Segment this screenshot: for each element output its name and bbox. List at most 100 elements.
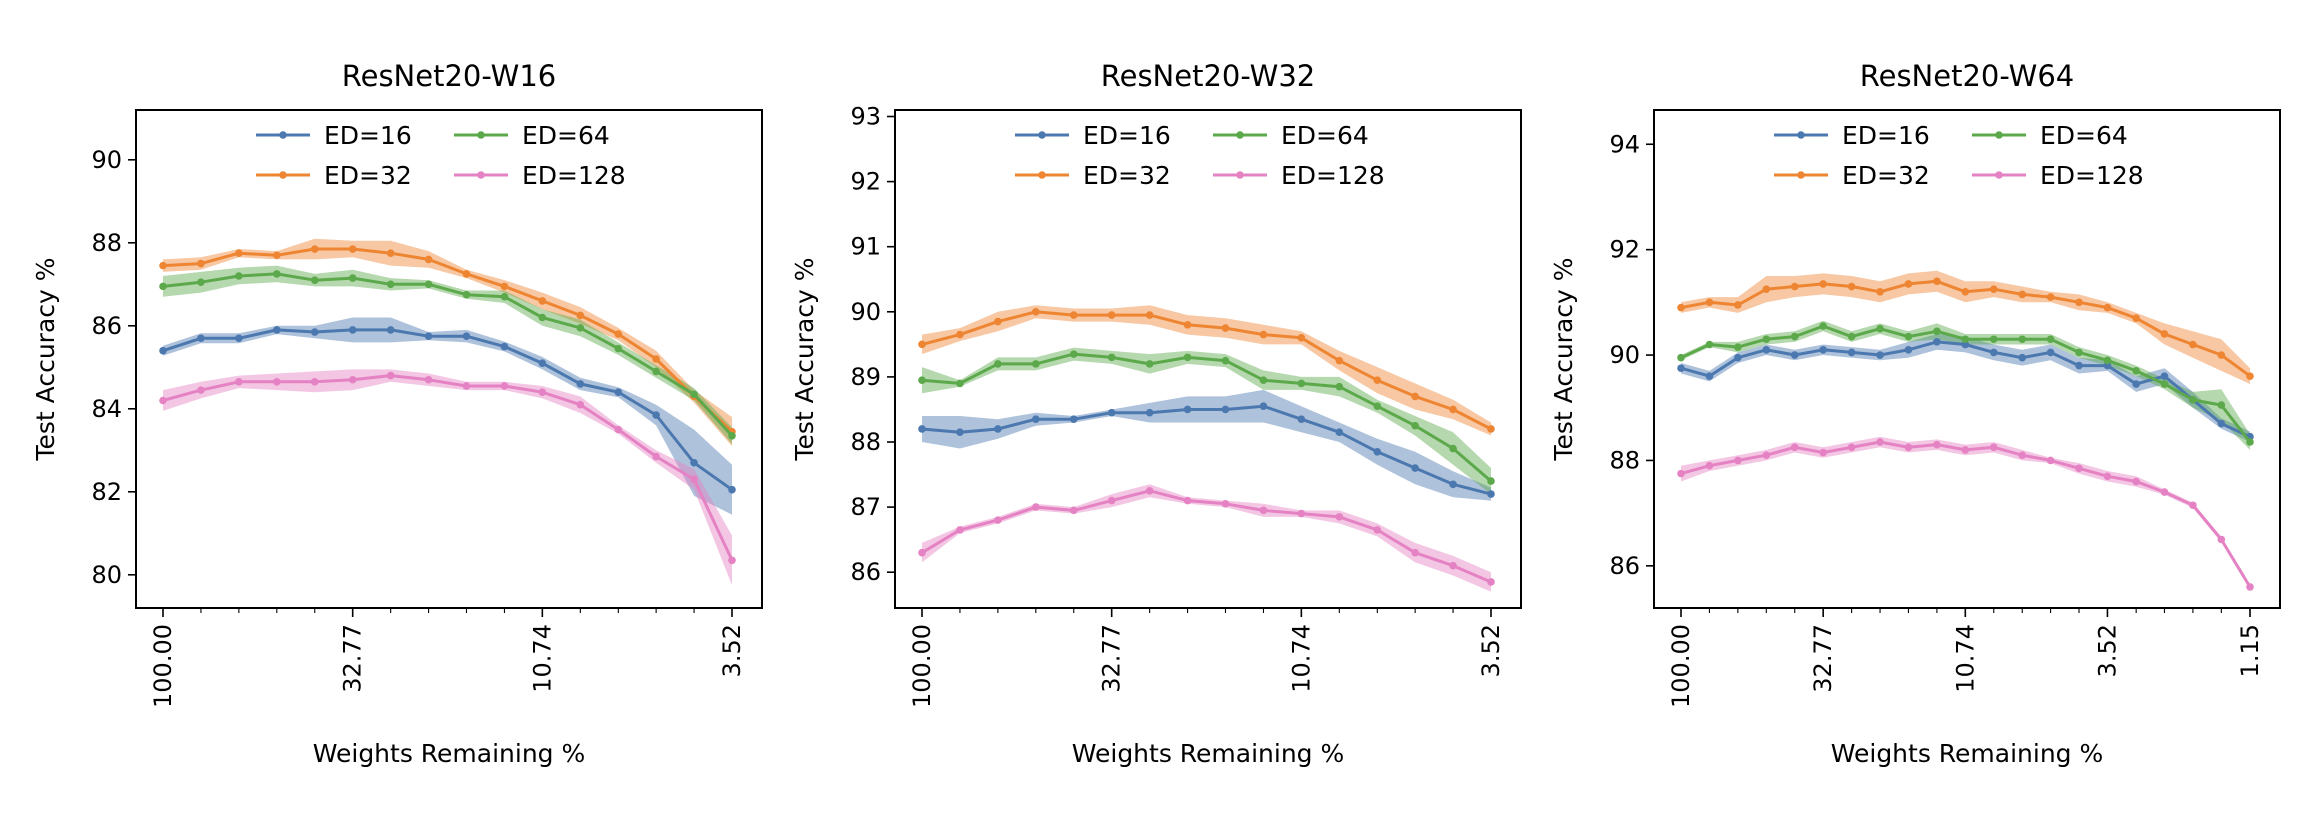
data-point — [1847, 348, 1856, 357]
series-line — [921, 489, 1492, 584]
data-point — [994, 317, 1002, 326]
data-point — [918, 376, 926, 384]
legend-entry: ED=16 — [1015, 121, 1171, 150]
data-point — [1221, 324, 1230, 332]
data-point — [2103, 303, 2112, 312]
legend-label: ED=32 — [1083, 161, 1171, 190]
data-point — [462, 382, 471, 390]
data-point — [1221, 405, 1230, 414]
data-point — [2075, 348, 2083, 357]
data-point — [1819, 448, 1827, 457]
data-point — [500, 382, 509, 390]
data-point — [2018, 290, 2027, 299]
x-tick-label: 32.77 — [1098, 624, 1126, 693]
data-point — [1259, 402, 1268, 410]
series-confidence-band — [922, 484, 1491, 592]
data-point — [918, 548, 926, 557]
y-tick-label: 88 — [850, 428, 881, 456]
series-confidence-band — [1681, 436, 2250, 590]
legend-label: ED=32 — [324, 161, 412, 190]
data-point — [538, 313, 547, 322]
legend-label: ED=128 — [522, 161, 626, 190]
data-point — [652, 411, 660, 419]
data-point — [1961, 335, 1970, 344]
data-point — [994, 516, 1002, 524]
legend-marker — [1995, 131, 2003, 139]
data-point — [310, 276, 319, 284]
data-point — [1961, 288, 1970, 296]
data-point — [1961, 446, 1970, 454]
data-point — [956, 526, 964, 534]
data-point — [1876, 351, 1884, 359]
series-confidence-band — [922, 389, 1491, 501]
data-point — [348, 326, 357, 334]
y-tick-label: 88 — [91, 229, 122, 257]
x-tick-label: 3.52 — [2093, 624, 2121, 677]
data-point — [2246, 438, 2254, 446]
data-point — [728, 485, 736, 494]
data-point — [348, 375, 357, 384]
data-point — [2160, 330, 2169, 338]
data-point — [2046, 335, 2055, 344]
data-point — [310, 328, 319, 336]
legend-entry: ED=32 — [256, 161, 412, 190]
data-point — [538, 388, 547, 397]
data-point — [576, 380, 585, 388]
data-point — [1335, 428, 1344, 437]
data-point — [1876, 438, 1884, 446]
data-point — [576, 400, 585, 409]
data-point — [614, 388, 623, 397]
data-point — [1677, 303, 1685, 312]
data-point — [538, 359, 547, 367]
data-point — [2075, 361, 2083, 370]
y-axis-label: Test Accuracy % — [31, 257, 60, 461]
data-point — [2018, 353, 2027, 362]
data-point — [994, 360, 1002, 368]
data-point — [1734, 301, 1742, 309]
data-point — [1989, 348, 1998, 357]
data-point — [1221, 356, 1230, 365]
data-point — [1145, 360, 1154, 368]
data-point — [1933, 327, 1941, 336]
y-tick-label: 86 — [91, 312, 122, 340]
data-point — [1961, 340, 1970, 349]
x-tick-label: 100.00 — [908, 624, 936, 708]
data-point — [614, 425, 623, 434]
data-point — [1335, 513, 1344, 521]
x-tick-label: 10.74 — [1287, 624, 1315, 693]
data-point — [1487, 477, 1495, 485]
data-point — [1032, 503, 1040, 511]
x-tick-label: 32.77 — [339, 624, 367, 693]
data-point — [1411, 392, 1419, 401]
y-tick-label: 93 — [850, 103, 881, 131]
data-point — [1904, 345, 1913, 354]
legend-entry: ED=32 — [1774, 161, 1930, 190]
legend-label: ED=64 — [522, 121, 610, 150]
data-point — [576, 324, 585, 332]
y-tick-label: 91 — [850, 233, 881, 261]
data-point — [1933, 440, 1941, 449]
data-point — [235, 272, 243, 280]
y-tick-label: 84 — [91, 395, 122, 423]
data-point — [1790, 332, 1799, 341]
data-point — [576, 311, 585, 320]
data-point — [2189, 501, 2197, 510]
legend-entry: ED=32 — [1015, 161, 1171, 190]
y-tick-label: 92 — [1609, 236, 1640, 264]
legend-marker — [1236, 131, 1244, 139]
data-point — [1183, 496, 1192, 505]
legend-marker — [477, 131, 485, 139]
data-point — [424, 280, 433, 289]
series-confidence-band — [163, 265, 732, 445]
data-point — [1107, 353, 1116, 362]
data-point — [1145, 408, 1154, 417]
legend-marker — [1797, 171, 1805, 179]
data-point — [2046, 293, 2055, 301]
plot-frame — [1653, 109, 2281, 609]
chart-title: ResNet20-W32 — [1101, 59, 1315, 93]
data-point — [2075, 464, 2083, 473]
data-point — [1145, 311, 1154, 319]
y-tick-label: 92 — [850, 168, 881, 196]
y-tick-label: 86 — [850, 558, 881, 586]
